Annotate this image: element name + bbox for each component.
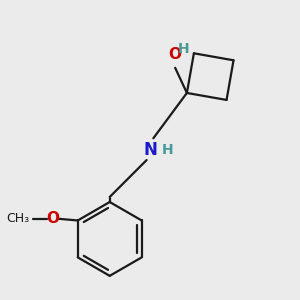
Text: N: N [143, 141, 157, 159]
Text: O: O [169, 47, 182, 62]
Text: H: H [178, 42, 189, 56]
Text: CH₃: CH₃ [6, 212, 29, 225]
Text: O: O [46, 211, 59, 226]
Text: H: H [162, 143, 173, 157]
